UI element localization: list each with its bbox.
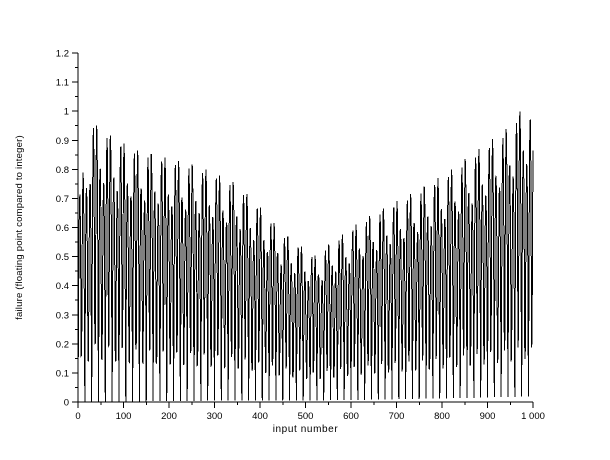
x-tick-label: 200 xyxy=(161,411,177,422)
y-tick-label: 0.9 xyxy=(56,136,69,147)
y-tick-label: 0.8 xyxy=(56,165,69,176)
x-tick-label: 900 xyxy=(480,411,496,422)
ticks-group xyxy=(72,52,534,408)
y-tick-label: 0.4 xyxy=(56,281,69,292)
x-tick-label: 700 xyxy=(389,411,405,422)
x-tick-label: 1 000 xyxy=(521,411,545,422)
y-tick-label: 1.2 xyxy=(56,49,69,60)
x-tick-label: 500 xyxy=(298,411,314,422)
y-tick-label: 0.7 xyxy=(56,194,69,205)
x-tick-label: 100 xyxy=(116,411,132,422)
y-tick-label: 0.1 xyxy=(56,368,69,379)
y-tick-label: 1.1 xyxy=(56,78,69,89)
x-tick-label: 0 xyxy=(75,411,80,422)
y-tick-label: 0.5 xyxy=(56,252,69,263)
x-tick-label: 600 xyxy=(343,411,359,422)
x-tick-label: 400 xyxy=(252,411,268,422)
y-axis-title: failure (floating point compared to inte… xyxy=(14,135,25,320)
y-tick-label: 0 xyxy=(64,398,69,409)
data-series-line xyxy=(77,111,534,403)
y-tick-label: 0.2 xyxy=(56,339,69,350)
y-tick-label: 1 xyxy=(64,107,69,118)
series-group xyxy=(77,111,534,403)
y-tick-label: 0.6 xyxy=(56,223,69,234)
y-tick-label: 0.3 xyxy=(56,310,69,321)
tick-labels-group: 0 100 200 300 400 500 600 700 800 900 1 000 0 0.1 0.2… xyxy=(56,49,545,423)
x-axis-title: input number xyxy=(272,424,339,435)
x-tick-label: 300 xyxy=(207,411,223,422)
x-tick-label: 800 xyxy=(434,411,450,422)
